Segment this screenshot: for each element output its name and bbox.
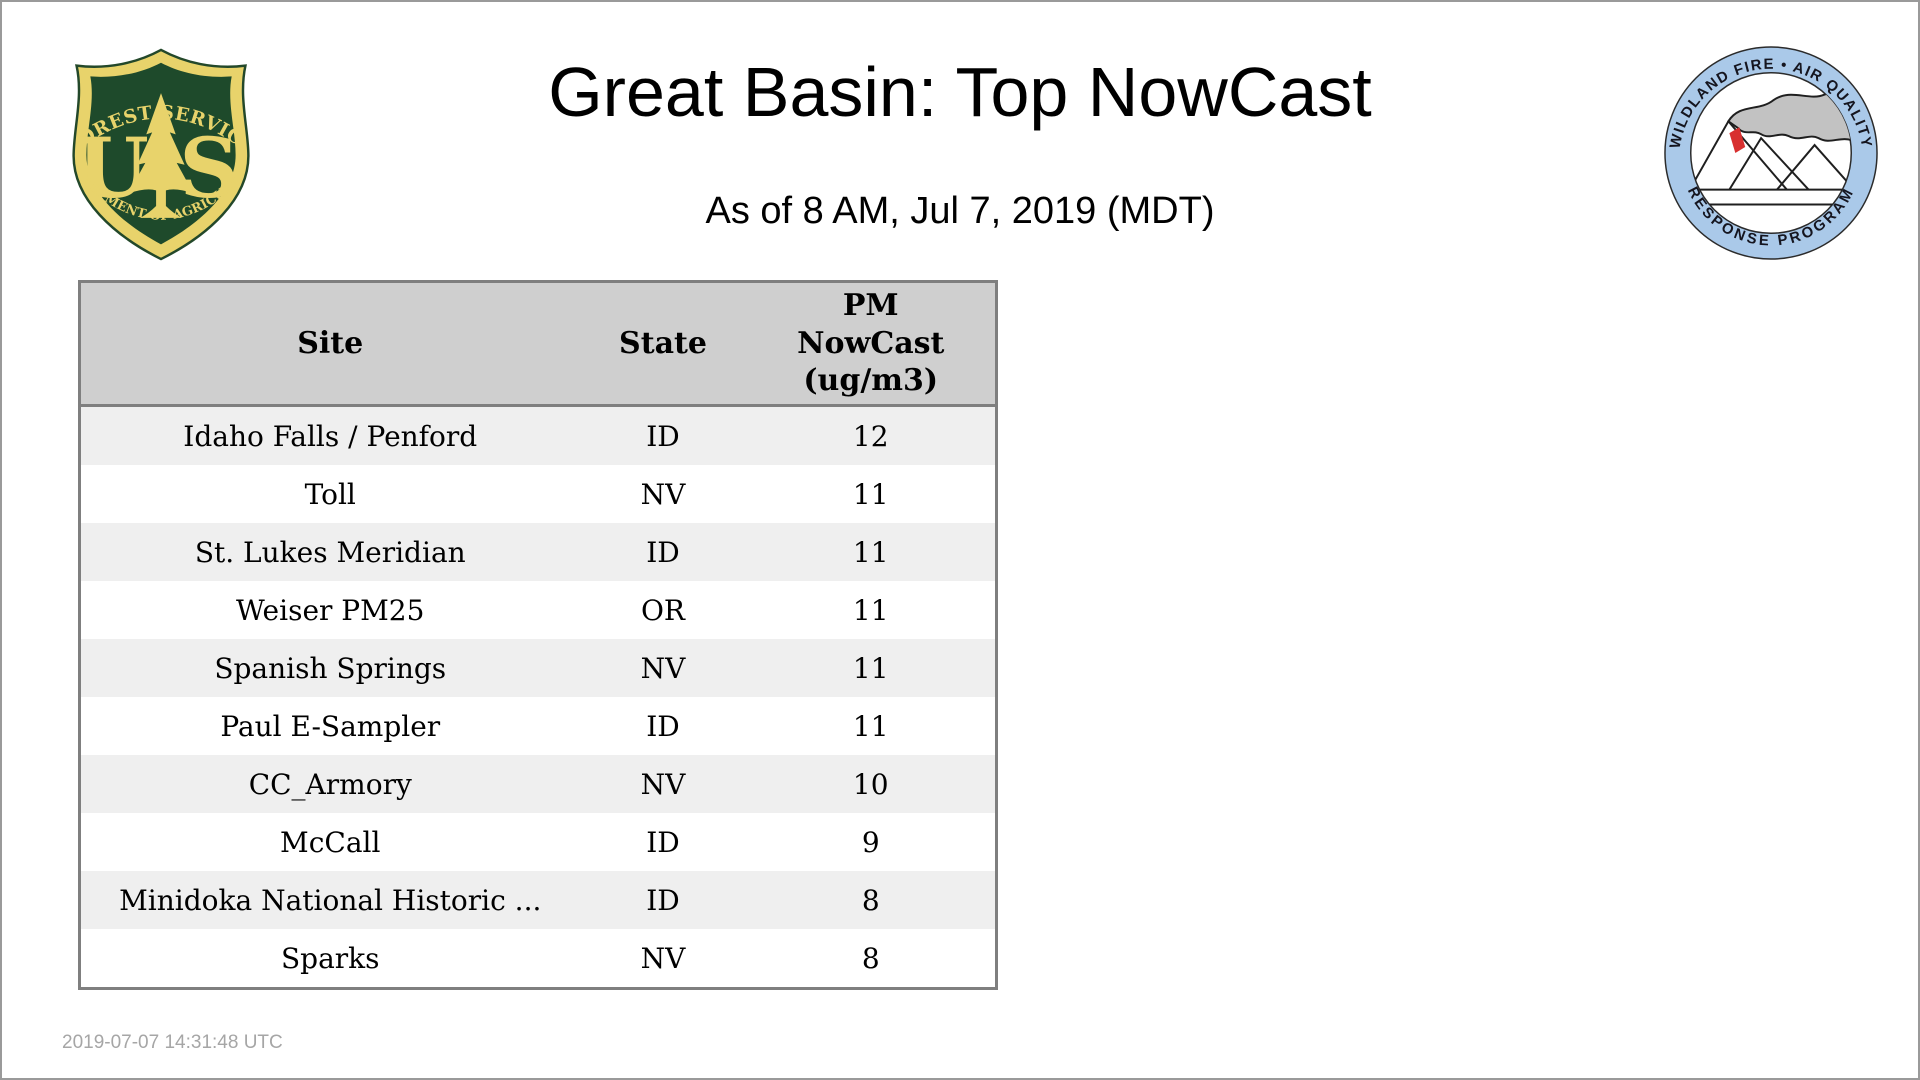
table-row: Weiser PM25 OR 11 (79, 581, 997, 639)
fs-monogram-s: S (179, 121, 239, 217)
state-cell: ID (646, 535, 680, 569)
page-subtitle: As of 8 AM, Jul 7, 2019 (MDT) (705, 190, 1215, 232)
table-row: Idaho Falls / Penford ID 12 (79, 405, 997, 465)
site-cell: St. Lukes Meridian (194, 535, 466, 569)
state-cell: NV (640, 651, 686, 685)
value-cell: 11 (852, 709, 889, 743)
forest-service-logo: FOREST SERVICE U S DEPARTMENT OF AGRICUL… (62, 46, 250, 261)
state-cell: ID (646, 825, 680, 859)
site-cell: Idaho Falls / Penford (183, 419, 478, 453)
flame-icon (1729, 127, 1746, 153)
table-row: Sparks NV 8 (79, 929, 997, 989)
table-header-row: Site State PM NowCast (ug/m3) (79, 281, 997, 407)
column-header-pm-nowcast: PM NowCast (ug/m3) (746, 281, 997, 407)
state-cell: NV (640, 767, 686, 801)
site-cell: Toll (304, 477, 356, 511)
site-cell: Sparks (280, 941, 380, 975)
site-cell: Spanish Springs (214, 651, 447, 685)
state-cell: NV (640, 941, 686, 975)
column-header-site: Site (79, 281, 580, 407)
value-cell: 8 (861, 941, 880, 975)
value-cell: 11 (852, 651, 889, 685)
page-title: Great Basin: Top NowCast (548, 53, 1372, 131)
mountain-middle-icon (1728, 136, 1810, 191)
state-cell: NV (640, 477, 686, 511)
table-row: Toll NV 11 (79, 465, 997, 523)
state-cell: ID (646, 709, 680, 743)
value-cell: 12 (852, 419, 889, 453)
column-header-state: State (579, 281, 747, 407)
value-cell: 9 (861, 825, 880, 859)
mountain-left-icon (1690, 119, 1788, 191)
value-cell: 10 (852, 767, 889, 801)
state-cell: ID (646, 883, 680, 917)
wfaqrp-logo: WILDLAND FIRE • AIR QUALITY RESPONSE PRO… (1664, 46, 1878, 260)
state-cell: OR (640, 593, 686, 627)
site-cell: Paul E-Sampler (220, 709, 441, 743)
value-cell: 11 (852, 593, 889, 627)
generation-timestamp: 2019-07-07 14:31:48 UTC (62, 1032, 283, 1053)
table-row: Spanish Springs NV 11 (79, 639, 997, 697)
table-row: McCall ID 9 (79, 813, 997, 871)
value-cell: 11 (852, 535, 889, 569)
table-row: St. Lukes Meridian ID 11 (79, 523, 997, 581)
site-cell: Weiser PM25 (236, 593, 425, 627)
table-row: CC_Armory NV 10 (79, 755, 997, 813)
pine-tree-icon (128, 93, 194, 218)
mountain-right-icon (1776, 143, 1852, 191)
table-row: Minidoka National Historic ... ID 8 (79, 871, 997, 929)
fs-monogram-u: U (77, 121, 149, 217)
value-cell: 8 (861, 883, 880, 917)
state-cell: ID (646, 419, 680, 453)
table-row: Paul E-Sampler ID 11 (79, 697, 997, 755)
site-cell: McCall (280, 825, 381, 859)
value-cell: 11 (852, 477, 889, 511)
nowcast-table: Site State PM NowCast (ug/m3) Idaho Fall… (78, 280, 998, 990)
site-cell: CC_Armory (248, 767, 412, 801)
site-cell: Minidoka National Historic ... (119, 883, 542, 917)
smoke-plume-icon (1727, 92, 1852, 143)
